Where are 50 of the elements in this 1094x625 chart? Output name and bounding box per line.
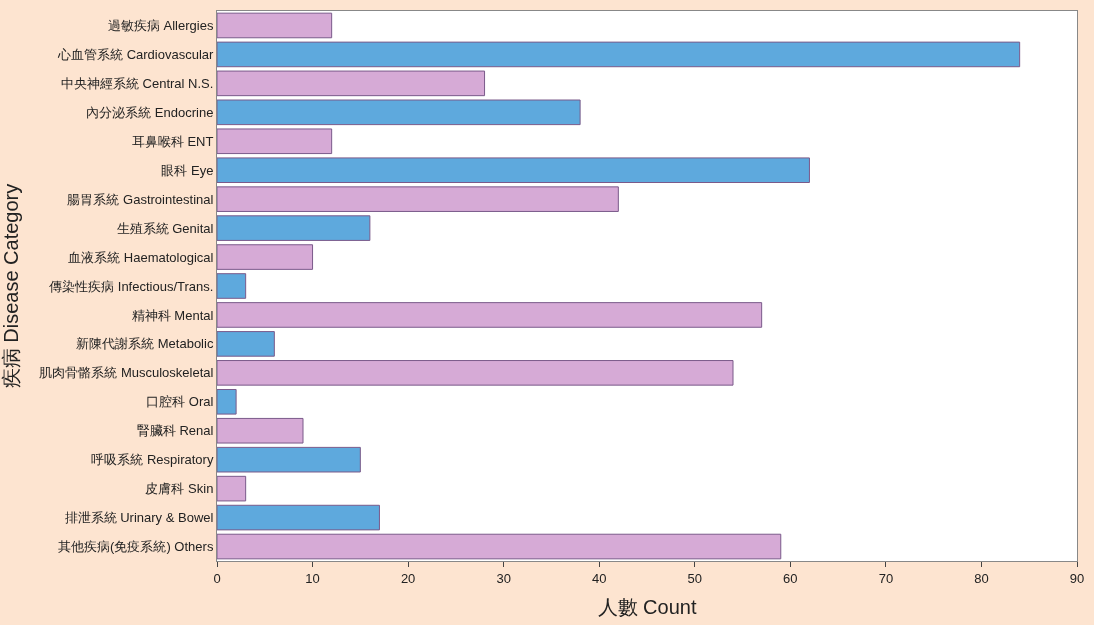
x-tick-label: 0 bbox=[213, 570, 221, 586]
y-tick-label: 眼科 Eye bbox=[161, 162, 214, 178]
bar bbox=[217, 360, 734, 386]
x-tick-label: 80 bbox=[974, 570, 989, 586]
y-tick-label: 呼吸系統 Respiratory bbox=[91, 452, 214, 468]
y-axis-title: 疾病 Disease Category bbox=[0, 183, 22, 389]
y-tick-label: 新陳代謝系統 Metabolic bbox=[76, 336, 214, 352]
x-tick-label: 50 bbox=[687, 570, 703, 586]
y-tick-label: 耳鼻喉科 ENT bbox=[131, 133, 214, 149]
bar bbox=[217, 388, 237, 415]
bar bbox=[217, 186, 619, 212]
y-tick-label: 肌肉骨骼系統 Musculoskeletal bbox=[39, 365, 214, 381]
y-tick-label: 過敏疾病 Allergies bbox=[107, 18, 214, 34]
y-tick-label: 中央神經系統 Central N.S. bbox=[60, 75, 214, 91]
y-tick-label: 生殖系統 Genital bbox=[116, 220, 214, 236]
y-tick-label: 內分泌系統 Endocrine bbox=[86, 104, 214, 120]
bar bbox=[217, 475, 247, 502]
y-tick-label: 傳染性疾病 Infectious/Trans. bbox=[48, 278, 214, 294]
y-tick-label: 腸胃系統 Gastrointestinal bbox=[67, 191, 214, 207]
bar bbox=[217, 504, 380, 531]
x-tick-label: 20 bbox=[400, 570, 416, 586]
y-tick-label: 口腔科 Oral bbox=[146, 394, 214, 410]
y-tick-label: 皮膚科 Skin bbox=[145, 481, 214, 497]
bar bbox=[217, 302, 763, 328]
bar bbox=[217, 244, 314, 270]
bar bbox=[217, 128, 333, 155]
bar bbox=[217, 99, 581, 126]
x-tick-label: 40 bbox=[591, 570, 607, 586]
x-axis-title: 人數 Count bbox=[597, 596, 697, 619]
y-tick-label: 排泄系統 Urinary & Bowel bbox=[64, 510, 214, 526]
bar bbox=[217, 12, 333, 39]
y-tick-label: 血液系統 Haematological bbox=[68, 249, 214, 265]
bar bbox=[217, 157, 810, 184]
x-tick-label: 60 bbox=[783, 570, 798, 586]
bar bbox=[217, 70, 486, 97]
bar bbox=[217, 215, 371, 241]
x-tick-label: 10 bbox=[305, 570, 320, 586]
bar bbox=[217, 533, 782, 560]
bar bbox=[217, 331, 275, 357]
x-tick-label: 90 bbox=[1069, 570, 1085, 586]
x-tick-label: 30 bbox=[496, 570, 511, 586]
y-tick-label: 心血管系統 Cardiovascular bbox=[57, 46, 215, 62]
bar bbox=[217, 41, 1021, 68]
bar bbox=[217, 417, 304, 444]
bar bbox=[217, 273, 247, 299]
bar bbox=[217, 446, 361, 473]
y-tick-label: 腎臟科 Renal bbox=[136, 423, 214, 439]
x-tick-label: 70 bbox=[878, 570, 894, 586]
y-tick-label: 精神科 Mental bbox=[131, 307, 214, 323]
y-tick-label: 其他疾病(免疫系統) Others bbox=[58, 539, 214, 555]
